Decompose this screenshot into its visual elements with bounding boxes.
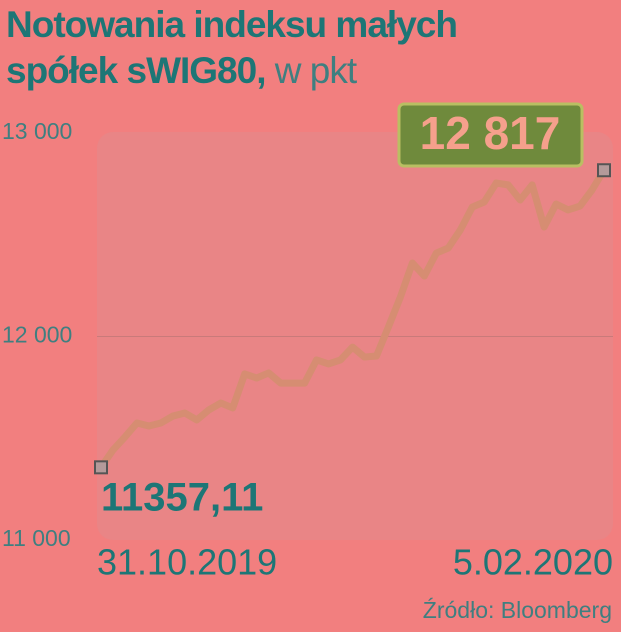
- unit: w pkt: [274, 50, 357, 91]
- point-marker: [597, 163, 611, 178]
- x-tick-label: 5.02.2020: [453, 542, 613, 583]
- title-block: Notowania indeksu małych spółek sWIG80, …: [6, 2, 566, 94]
- line: [97, 166, 608, 471]
- y-tick-label: 13 000: [2, 118, 72, 144]
- y-tick-label: 12 000: [2, 322, 72, 348]
- source: Źródło: Bloomberg: [423, 597, 612, 623]
- chart-title: Notowania indeksu małych spółek sWIG80,: [6, 4, 458, 91]
- point-marker: [94, 460, 108, 475]
- y-tick-label: 11 000: [2, 525, 71, 551]
- value-label: 12 817: [420, 107, 561, 159]
- x-tick-label: 31.10.2019: [97, 542, 277, 583]
- label-box: [397, 102, 584, 168]
- value-label: 11357,11: [101, 476, 263, 520]
